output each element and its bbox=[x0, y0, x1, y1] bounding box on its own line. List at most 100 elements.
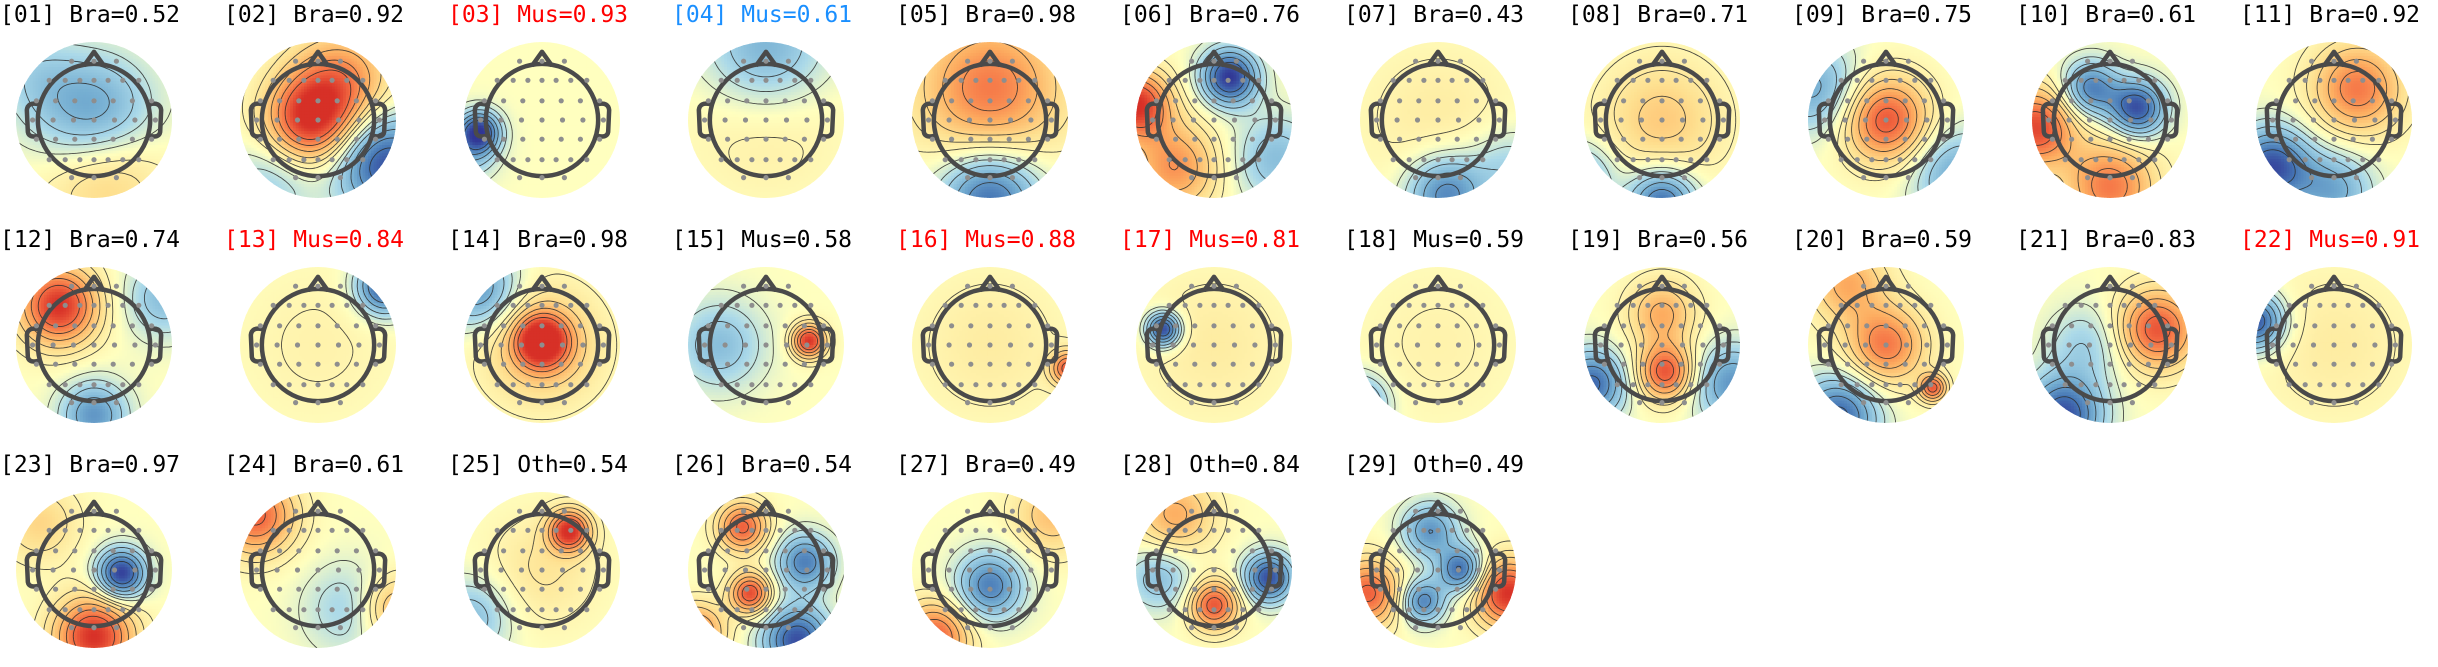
sensor-dot bbox=[1904, 342, 1909, 347]
sensor-dot bbox=[315, 625, 320, 630]
sensor-dot bbox=[784, 117, 789, 122]
sensor-dot bbox=[111, 98, 116, 103]
sensor-dot bbox=[763, 587, 768, 592]
sensor-dot bbox=[1407, 157, 1412, 162]
sensor-dot bbox=[1192, 98, 1197, 103]
sensor-dot bbox=[1192, 587, 1197, 592]
sensor-dot bbox=[1189, 509, 1194, 514]
sensor-dot bbox=[744, 587, 749, 592]
sensor-dot bbox=[1413, 59, 1418, 64]
sensor-dot bbox=[120, 528, 125, 533]
sensor-dot bbox=[338, 625, 343, 630]
sensor-dot bbox=[1226, 78, 1231, 83]
sensor-dot bbox=[511, 303, 516, 308]
sensor-dot bbox=[149, 98, 154, 103]
sensor-dot bbox=[373, 587, 378, 592]
sensor-dot bbox=[763, 400, 768, 405]
sensor-dot bbox=[578, 362, 583, 367]
sensor-dot bbox=[2069, 323, 2074, 328]
sensor-dot bbox=[1016, 78, 1021, 83]
sensor-dot bbox=[258, 137, 263, 142]
sensor-dot bbox=[959, 607, 964, 612]
sensor-dot bbox=[330, 382, 335, 387]
sensor-dot bbox=[482, 98, 487, 103]
sensor-dot bbox=[2331, 362, 2336, 367]
component-panel: [28] Oth=0.84 bbox=[1120, 450, 1344, 660]
sensor-dot bbox=[2331, 117, 2336, 122]
sensor-dot bbox=[2389, 137, 2394, 142]
sensor-dot bbox=[1855, 303, 1860, 308]
sensor-dot bbox=[315, 303, 320, 308]
sensor-dot bbox=[719, 303, 724, 308]
sensor-dot bbox=[1869, 382, 1874, 387]
sensor-dot bbox=[539, 117, 544, 122]
sensor-dot bbox=[47, 157, 52, 162]
sensor-dot bbox=[1378, 587, 1383, 592]
sensor-dot bbox=[2148, 117, 2153, 122]
sensor-dot bbox=[1397, 323, 1402, 328]
sensor-dot bbox=[69, 400, 74, 405]
sensor-dot bbox=[72, 587, 77, 592]
sensor-dot bbox=[930, 362, 935, 367]
sensor-dot bbox=[943, 78, 948, 83]
sensor-dot bbox=[1183, 607, 1188, 612]
sensor-dot bbox=[1002, 78, 1007, 83]
sensor-dot bbox=[987, 137, 992, 142]
sensor-dot bbox=[1435, 342, 1440, 347]
sensor-dot bbox=[1717, 98, 1722, 103]
sensor-dot bbox=[597, 98, 602, 103]
sensor-dot bbox=[1008, 342, 1013, 347]
sensor-dot bbox=[338, 400, 343, 405]
sensor-dot bbox=[132, 567, 137, 572]
sensor-dot bbox=[254, 117, 259, 122]
sensor-dot bbox=[377, 342, 382, 347]
sensor-dot bbox=[1197, 382, 1202, 387]
sensor-dot bbox=[111, 548, 116, 553]
sensor-dot bbox=[1497, 567, 1502, 572]
sensor-dot bbox=[2128, 117, 2133, 122]
sensor-dot bbox=[959, 78, 964, 83]
sensor-dot bbox=[1026, 548, 1031, 553]
sensor-dot bbox=[2067, 117, 2072, 122]
sensor-dot bbox=[2067, 342, 2072, 347]
sensor-dot bbox=[749, 607, 754, 612]
sensor-dot bbox=[578, 587, 583, 592]
sensor-dot bbox=[1480, 157, 1485, 162]
sensor-dot bbox=[778, 157, 783, 162]
sensor-dot bbox=[254, 342, 259, 347]
sensor-dot bbox=[706, 548, 711, 553]
sensor-dot bbox=[554, 78, 559, 83]
sensor-dot bbox=[1637, 59, 1642, 64]
sensor-dot bbox=[2274, 362, 2279, 367]
sensor-dot bbox=[335, 548, 340, 553]
sensor-dot bbox=[2107, 175, 2112, 180]
sensor-dot bbox=[1843, 117, 1848, 122]
sensor-dot bbox=[1183, 78, 1188, 83]
sensor-dot bbox=[1192, 323, 1197, 328]
sensor-dot bbox=[519, 567, 524, 572]
sensor-dot bbox=[930, 587, 935, 592]
sensor-dot bbox=[2088, 98, 2093, 103]
sensor-dot bbox=[111, 137, 116, 142]
sensor-dot bbox=[719, 78, 724, 83]
sensor-dot bbox=[1154, 323, 1159, 328]
sensor-dot bbox=[69, 284, 74, 289]
sensor-dot bbox=[72, 362, 77, 367]
sensor-dot bbox=[1226, 528, 1231, 533]
sensor-dot bbox=[987, 303, 992, 308]
sensor-dot bbox=[1391, 382, 1396, 387]
sensor-dot bbox=[808, 78, 813, 83]
sensor-dot bbox=[1674, 157, 1679, 162]
sensor-dot bbox=[1413, 625, 1418, 630]
sensor-dot bbox=[987, 59, 992, 64]
sensor-dot bbox=[1493, 362, 1498, 367]
sensor-dot bbox=[1407, 303, 1412, 308]
sensor-dot bbox=[1240, 528, 1245, 533]
sensor-dot bbox=[1480, 303, 1485, 308]
topomap bbox=[1354, 261, 1522, 429]
sensor-dot bbox=[1183, 528, 1188, 533]
sensor-dot bbox=[1619, 342, 1624, 347]
sensor-dot bbox=[1464, 607, 1469, 612]
sensor-dot bbox=[949, 323, 954, 328]
sensor-dot bbox=[1391, 157, 1396, 162]
